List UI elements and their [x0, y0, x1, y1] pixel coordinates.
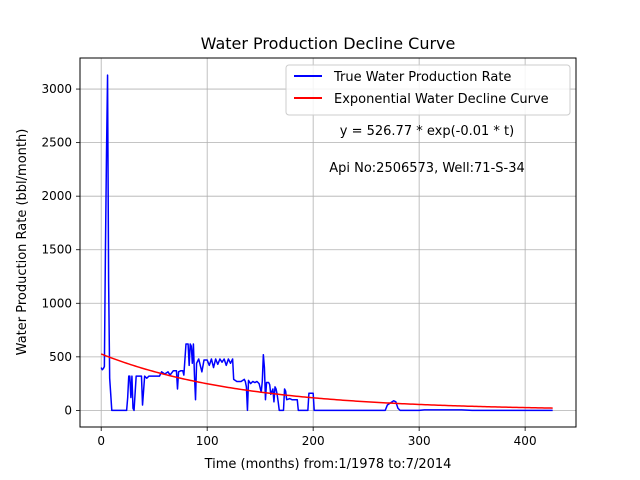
legend: True Water Production Rate Exponential W…: [285, 64, 571, 116]
legend-label-exponential-curve: Exponential Water Decline Curve: [334, 92, 549, 107]
y-tick-label: 2500: [41, 136, 72, 150]
y-axis-label: Water Production Rate (bbl/month): [15, 129, 30, 356]
series-line-true-rate: [100, 74, 553, 412]
grid: [80, 58, 576, 427]
ticks: 0 100 200 300 400 0 500 1000 1500 2000 2500 3000: [41, 82, 536, 448]
y-tick-label: 2000: [41, 189, 72, 203]
y-tick-label: 1500: [41, 243, 72, 257]
plot-frame: [79, 57, 577, 428]
equation-annotation: y = 526.77 * exp(-0.01 * t): [340, 124, 514, 139]
legend-box: [285, 64, 571, 116]
x-tick-label: 100: [196, 434, 219, 448]
y-tick-label: 0: [64, 403, 72, 417]
well-annotation: Api No:2506573, Well:71-S-34: [329, 161, 525, 176]
y-tick-label: 1000: [41, 296, 72, 310]
x-axis-label: Time (months) from:1/1978 to:7/2014: [204, 457, 452, 472]
chart-title: Water Production Decline Curve: [201, 34, 456, 53]
y-tick-label: 3000: [41, 82, 72, 96]
series-layer: [100, 74, 553, 412]
x-tick-label: 400: [514, 434, 537, 448]
x-tick-label: 200: [302, 434, 325, 448]
x-tick-label: 300: [408, 434, 431, 448]
series-line-exponential-curve: [100, 353, 553, 409]
legend-label-true-rate: True Water Production Rate: [333, 70, 511, 85]
y-tick-label: 500: [49, 350, 72, 364]
x-tick-label: 0: [97, 434, 105, 448]
